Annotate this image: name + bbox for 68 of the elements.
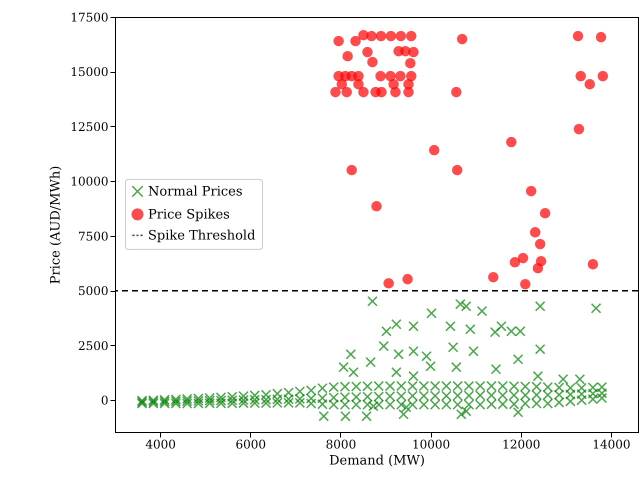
x-tick-label: 8000 bbox=[326, 438, 356, 452]
point bbox=[396, 30, 406, 42]
legend-label: Spike Threshold bbox=[148, 228, 256, 244]
point bbox=[367, 56, 378, 68]
point bbox=[406, 30, 416, 42]
point bbox=[540, 208, 550, 218]
point bbox=[452, 164, 462, 176]
point bbox=[488, 272, 498, 282]
point bbox=[376, 30, 386, 42]
point bbox=[386, 30, 396, 42]
legend-label: Normal Prices bbox=[148, 184, 243, 200]
point bbox=[336, 79, 348, 90]
x-tick-label: 10000 bbox=[412, 438, 450, 452]
point bbox=[405, 58, 416, 68]
point bbox=[574, 124, 584, 134]
point bbox=[371, 201, 382, 212]
y-tick-label: 7500 bbox=[78, 229, 108, 244]
point bbox=[402, 274, 413, 284]
x-tick-label: 12000 bbox=[502, 438, 540, 452]
x-tick-label: 14000 bbox=[592, 438, 631, 452]
point bbox=[534, 238, 546, 250]
point bbox=[406, 70, 416, 82]
point bbox=[362, 46, 373, 58]
x-tick-label: 4000 bbox=[145, 438, 176, 452]
y-tick-label: 10000 bbox=[70, 174, 108, 189]
y-tick-label: 0 bbox=[100, 394, 108, 408]
point bbox=[506, 136, 517, 148]
point bbox=[346, 164, 357, 176]
point bbox=[428, 144, 440, 156]
point bbox=[395, 70, 406, 82]
y-tick-label: 5000 bbox=[78, 284, 108, 298]
point bbox=[342, 86, 352, 98]
point bbox=[375, 70, 386, 82]
x-axis-title: Demand (MW) bbox=[329, 454, 425, 468]
point bbox=[400, 46, 411, 56]
point bbox=[383, 278, 394, 289]
point bbox=[598, 70, 608, 82]
point bbox=[451, 86, 462, 98]
point bbox=[520, 278, 531, 290]
point bbox=[390, 86, 401, 98]
legend-label: Price Spikes bbox=[148, 207, 230, 222]
point bbox=[596, 32, 606, 42]
y-axis-title: Price (AUD/MWh) bbox=[48, 166, 64, 284]
point bbox=[530, 227, 540, 238]
point bbox=[385, 70, 396, 82]
point bbox=[403, 86, 414, 98]
point bbox=[584, 79, 595, 90]
y-tick-label: 2500 bbox=[78, 338, 108, 353]
point bbox=[572, 30, 584, 42]
point bbox=[510, 257, 520, 268]
point bbox=[366, 30, 377, 42]
point bbox=[330, 86, 341, 98]
point bbox=[526, 186, 536, 196]
point bbox=[456, 34, 468, 44]
point bbox=[353, 79, 364, 90]
x-tick-label: 6000 bbox=[235, 438, 266, 452]
point bbox=[358, 86, 369, 98]
point bbox=[588, 259, 598, 270]
point bbox=[576, 70, 586, 82]
point bbox=[532, 262, 544, 274]
point bbox=[376, 86, 387, 98]
point bbox=[518, 252, 528, 264]
point bbox=[342, 50, 353, 62]
point bbox=[333, 36, 344, 46]
y-tick-label: 17500 bbox=[70, 10, 108, 24]
point bbox=[350, 36, 361, 46]
y-tick-label: 15000 bbox=[70, 65, 108, 80]
y-tick-label: 12500 bbox=[70, 120, 108, 134]
